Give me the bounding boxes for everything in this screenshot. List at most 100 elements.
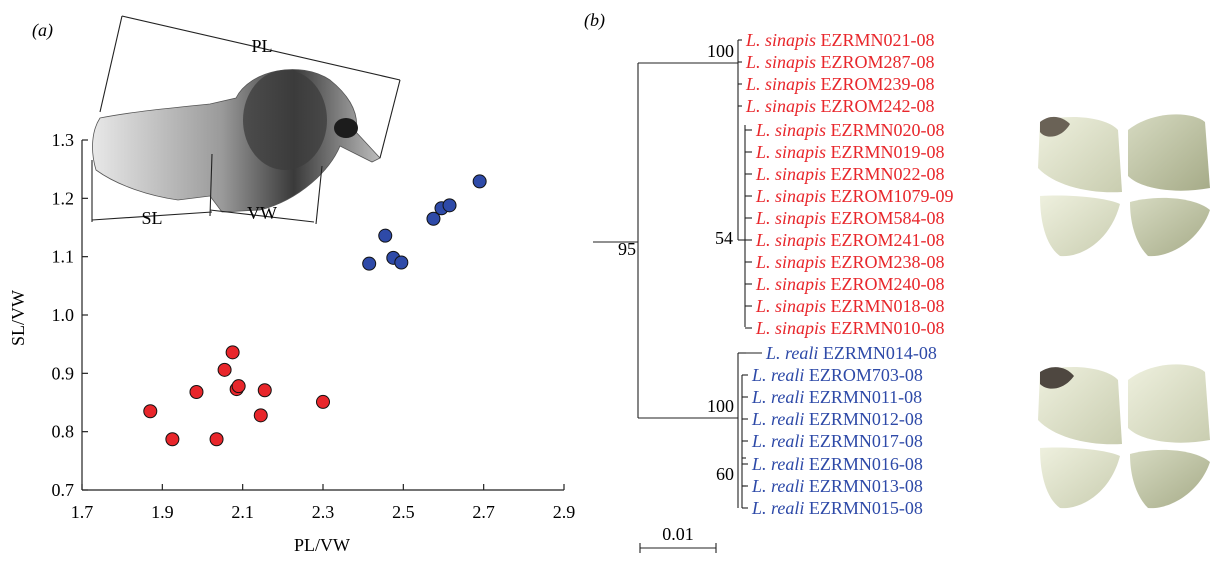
- scatter-panel: (a) 1.7 1.9 2.1 2.3 2.5 2.7 2.9 0.7 0.8 0.9 1.0 1.…: [8, 15, 575, 555]
- taxon-species: L. reali: [751, 454, 804, 474]
- taxon-species: L. sinapis: [755, 296, 826, 316]
- x-tick-label: 1.9: [151, 502, 174, 522]
- genitalia-body: [243, 70, 327, 170]
- scatter-points: [143, 174, 487, 447]
- vw-label: VW: [247, 203, 277, 223]
- taxon-species: L. sinapis: [755, 142, 826, 162]
- taxon-id: EZRMN012-08: [804, 409, 923, 429]
- taxon-species: L. sinapis: [755, 318, 826, 338]
- taxon-id: EZRMN014-08: [818, 343, 937, 363]
- genitalia-image: [92, 69, 381, 213]
- taxon-id: EZRMN021-08: [816, 30, 935, 50]
- taxon-species: L. sinapis: [745, 30, 816, 50]
- x-tick-label: 1.7: [71, 502, 94, 522]
- taxon-id: EZROM1079-09: [826, 186, 954, 206]
- taxon-id: EZROM241-08: [826, 230, 945, 250]
- taxon-species: L. reali: [751, 431, 804, 451]
- y-ticks: 0.7 0.8 0.9 1.0 1.1 1.2 1.3: [52, 130, 88, 500]
- y-axis-label: SL/VW: [8, 290, 28, 346]
- taxon-species: L. sinapis: [745, 96, 816, 116]
- taxon-species: L. reali: [765, 343, 818, 363]
- scatter-point-red: [253, 408, 268, 423]
- taxon-id: EZRMN016-08: [804, 454, 923, 474]
- taxon-id: EZROM287-08: [816, 52, 935, 72]
- node-supports: 95 100 54 100 60: [618, 41, 734, 484]
- tree-branches: [593, 39, 762, 509]
- x-axis-label: PL/VW: [294, 535, 350, 555]
- taxon-label: L. sinapis EZROM238-08: [755, 252, 945, 272]
- scatter-point-blue: [442, 198, 457, 213]
- y-tick-label: 0.7: [52, 480, 75, 500]
- x-tick-label: 2.1: [231, 502, 254, 522]
- scatter-point-red: [231, 379, 246, 394]
- taxon-label: L. sinapis EZRMN021-08: [745, 30, 935, 50]
- y-tick-label: 0.8: [52, 422, 75, 442]
- taxon-species: L. reali: [751, 409, 804, 429]
- y-tick-label: 1.2: [52, 188, 75, 208]
- scatter-point-red: [217, 362, 232, 377]
- panel-b-label: (b): [584, 10, 605, 31]
- y-tick-label: 1.3: [52, 130, 75, 150]
- scatter-point-red: [257, 383, 272, 398]
- taxon-label: L. sinapis EZRMN020-08: [755, 120, 945, 140]
- taxon-id: EZRMN022-08: [826, 164, 945, 184]
- taxon-species: L. sinapis: [755, 252, 826, 272]
- scatter-point-red: [165, 432, 180, 447]
- x-tick-label: 2.3: [312, 502, 335, 522]
- sl-label: SL: [141, 208, 162, 228]
- scatter-point-red: [143, 404, 158, 419]
- taxon-id: EZRMN019-08: [826, 142, 945, 162]
- genitalia-inset: PL SL VW: [91, 15, 401, 228]
- taxon-label: L. reali EZRMN013-08: [751, 476, 923, 496]
- taxon-label: L. sinapis EZRMN019-08: [755, 142, 945, 162]
- taxon-species: L. reali: [751, 365, 804, 385]
- taxon-label: L. sinapis EZROM1079-09: [755, 186, 954, 206]
- taxon-label: L. sinapis EZRMN010-08: [755, 318, 945, 338]
- taxon-species: L. sinapis: [745, 52, 816, 72]
- taxon-id: EZRMN020-08: [826, 120, 945, 140]
- x-tick-label: 2.5: [392, 502, 415, 522]
- taxon-species: L. reali: [751, 498, 804, 518]
- taxon-label: L. reali EZRMN012-08: [751, 409, 923, 429]
- taxon-species: L. sinapis: [755, 164, 826, 184]
- taxon-label: L. sinapis EZRMN018-08: [755, 296, 945, 316]
- scatter-point-red: [225, 345, 240, 360]
- support-sinapis-sub: 54: [715, 228, 733, 248]
- scatter-point-red: [189, 385, 204, 399]
- panel-a-label: (a): [32, 20, 53, 41]
- taxon-id: EZROM238-08: [826, 252, 945, 272]
- taxon-id: EZROM242-08: [816, 96, 935, 116]
- scatter-point-red: [209, 432, 224, 447]
- pl-label: PL: [251, 36, 272, 56]
- x-ticks: 1.7 1.9 2.1 2.3 2.5 2.7 2.9: [71, 484, 575, 522]
- support-sinapis-top: 100: [707, 41, 734, 61]
- support-reali-sub: 60: [716, 464, 734, 484]
- taxon-species: L. sinapis: [745, 74, 816, 94]
- taxon-species: L. sinapis: [755, 230, 826, 250]
- taxon-species: L. sinapis: [755, 120, 826, 140]
- taxon-label: L. sinapis EZROM239-08: [745, 74, 935, 94]
- taxon-species: L. reali: [751, 476, 804, 496]
- taxon-species: L. sinapis: [755, 186, 826, 206]
- taxon-species: L. reali: [751, 387, 804, 407]
- taxon-label: L. sinapis EZRMN022-08: [755, 164, 945, 184]
- taxon-label: L. reali EZRMN016-08: [751, 454, 923, 474]
- taxon-id: EZRMN011-08: [804, 387, 922, 407]
- taxon-label: L. reali EZRMN015-08: [751, 498, 923, 518]
- taxon-id: EZRMN018-08: [826, 296, 945, 316]
- taxon-label: L. reali EZROM703-08: [751, 365, 923, 385]
- taxon-id: EZRMN015-08: [804, 498, 923, 518]
- scatter-point-blue: [362, 256, 377, 271]
- support-reali-clade: 100: [707, 396, 734, 416]
- taxon-label: L. reali EZRMN014-08: [765, 343, 937, 363]
- scatter-point-blue: [394, 255, 409, 270]
- taxon-label: L. sinapis EZROM241-08: [755, 230, 945, 250]
- taxon-label: L. sinapis EZROM242-08: [745, 96, 935, 116]
- x-tick-label: 2.7: [472, 502, 495, 522]
- taxon-species: L. sinapis: [755, 208, 826, 228]
- support-root: 95: [618, 239, 636, 259]
- taxon-label: L. sinapis EZROM287-08: [745, 52, 935, 72]
- taxon-id: EZRMN010-08: [826, 318, 945, 338]
- taxon-id: EZRMN013-08: [804, 476, 923, 496]
